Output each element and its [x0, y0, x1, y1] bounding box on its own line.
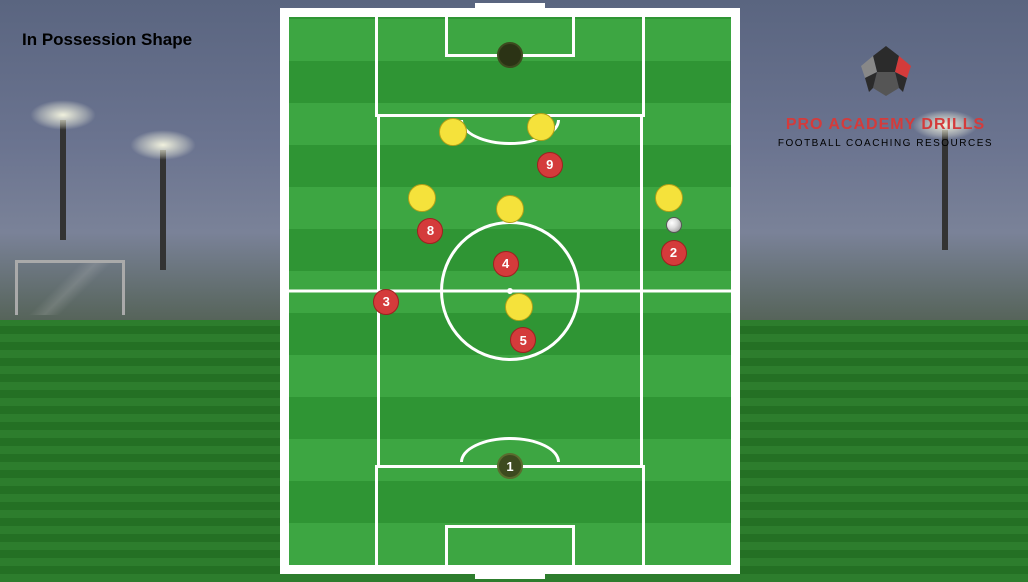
player-marker-8: 8	[417, 218, 443, 244]
goalkeeper-marker: 1	[497, 453, 523, 479]
cone-marker	[408, 184, 436, 212]
cone-marker	[655, 184, 683, 212]
cone-marker	[496, 195, 524, 223]
player-marker-3: 3	[373, 289, 399, 315]
player-marker-9: 9	[537, 152, 563, 178]
opponent-keeper-marker	[497, 42, 523, 68]
cone-marker	[439, 118, 467, 146]
brand-logo-area: PRO ACADEMY DRILLS FOOTBALL COACHING RES…	[773, 38, 998, 149]
channel-line	[640, 117, 643, 465]
brand-ball-icon	[851, 38, 921, 108]
floodlight	[160, 150, 166, 270]
player-marker-2: 2	[661, 240, 687, 266]
diagram-title: In Possession Shape	[22, 30, 192, 50]
pitch-container: 9 8 4 2 3 5 1	[280, 8, 740, 574]
player-marker-5: 5	[510, 327, 536, 353]
ball-icon	[666, 217, 682, 233]
cone-marker	[527, 113, 555, 141]
brand-name: PRO ACADEMY DRILLS	[773, 116, 998, 134]
goal-top	[475, 3, 545, 17]
background-goal	[15, 260, 125, 315]
goal-bottom	[475, 565, 545, 579]
cone-marker	[505, 293, 533, 321]
floodlight	[60, 120, 66, 240]
football-pitch: 9 8 4 2 3 5 1	[286, 14, 734, 568]
six-yard-box-bottom	[445, 525, 575, 565]
centre-spot	[507, 288, 513, 294]
player-marker-4: 4	[493, 251, 519, 277]
brand-tagline: FOOTBALL COACHING RESOURCES	[773, 138, 998, 149]
